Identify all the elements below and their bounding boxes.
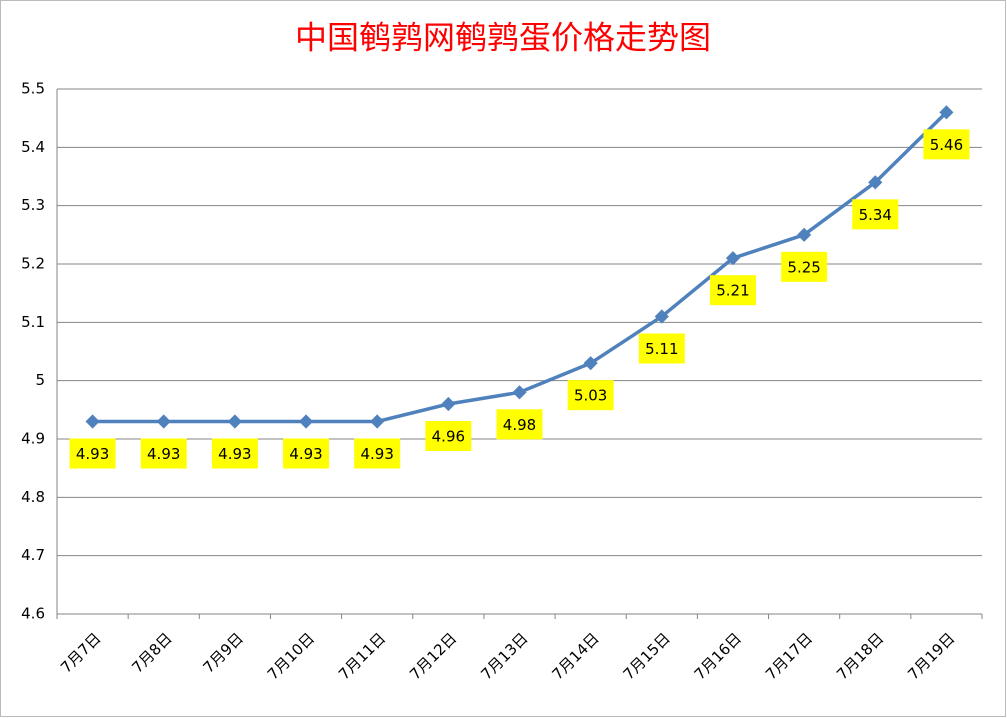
y-tick-label: 5 — [35, 371, 45, 389]
y-tick-label: 4.6 — [21, 605, 45, 623]
data-label: 4.96 — [432, 428, 465, 446]
marker — [868, 175, 883, 190]
data-label-box — [567, 380, 614, 411]
y-tick-label: 4.7 — [21, 546, 45, 564]
y-tick-label: 4.8 — [21, 488, 45, 506]
marker — [512, 385, 527, 400]
data-label-box — [923, 129, 970, 160]
y-tick-label: 4.9 — [21, 430, 45, 448]
y-tick-label: 5.2 — [21, 255, 45, 273]
data-label-box — [709, 275, 756, 306]
marker — [939, 105, 954, 120]
marker — [370, 414, 385, 429]
data-label: 4.93 — [218, 445, 251, 463]
marker — [654, 309, 669, 324]
data-label-box — [140, 438, 187, 469]
data-label: 5.11 — [645, 340, 678, 358]
marker — [725, 251, 741, 266]
chart-title: 中国鹌鹑网鹌鹑蛋价格走势图 — [295, 19, 711, 57]
data-label: 5.03 — [574, 387, 607, 405]
data-label-box — [354, 438, 401, 469]
data-label: 5.46 — [930, 136, 963, 154]
data-label: 4.98 — [503, 416, 536, 434]
data-label: 4.93 — [289, 445, 322, 463]
marker — [583, 356, 598, 371]
y-tick-label: 5.5 — [21, 80, 45, 98]
data-label: 5.34 — [859, 206, 892, 224]
marker — [298, 414, 314, 429]
data-label-box — [781, 251, 828, 282]
data-label: 4.93 — [360, 445, 393, 463]
data-label-box — [638, 333, 685, 364]
marker — [227, 414, 242, 429]
marker — [441, 396, 456, 412]
y-tick-label: 5.4 — [21, 138, 45, 156]
marker — [156, 414, 171, 429]
y-tick-label: 5.1 — [21, 313, 45, 331]
data-label: 5.21 — [716, 282, 749, 300]
data-label: 4.93 — [147, 445, 180, 463]
marker — [85, 414, 100, 429]
data-label-box — [425, 421, 472, 451]
data-label-box — [211, 438, 258, 469]
data-label-box — [283, 438, 330, 469]
data-label: 5.25 — [787, 258, 820, 276]
data-label-box — [852, 199, 899, 230]
data-label-box — [69, 438, 116, 469]
marker — [797, 227, 812, 242]
data-label: 4.93 — [76, 445, 109, 463]
data-label-box — [496, 409, 543, 440]
y-tick-label: 5.3 — [21, 196, 45, 214]
